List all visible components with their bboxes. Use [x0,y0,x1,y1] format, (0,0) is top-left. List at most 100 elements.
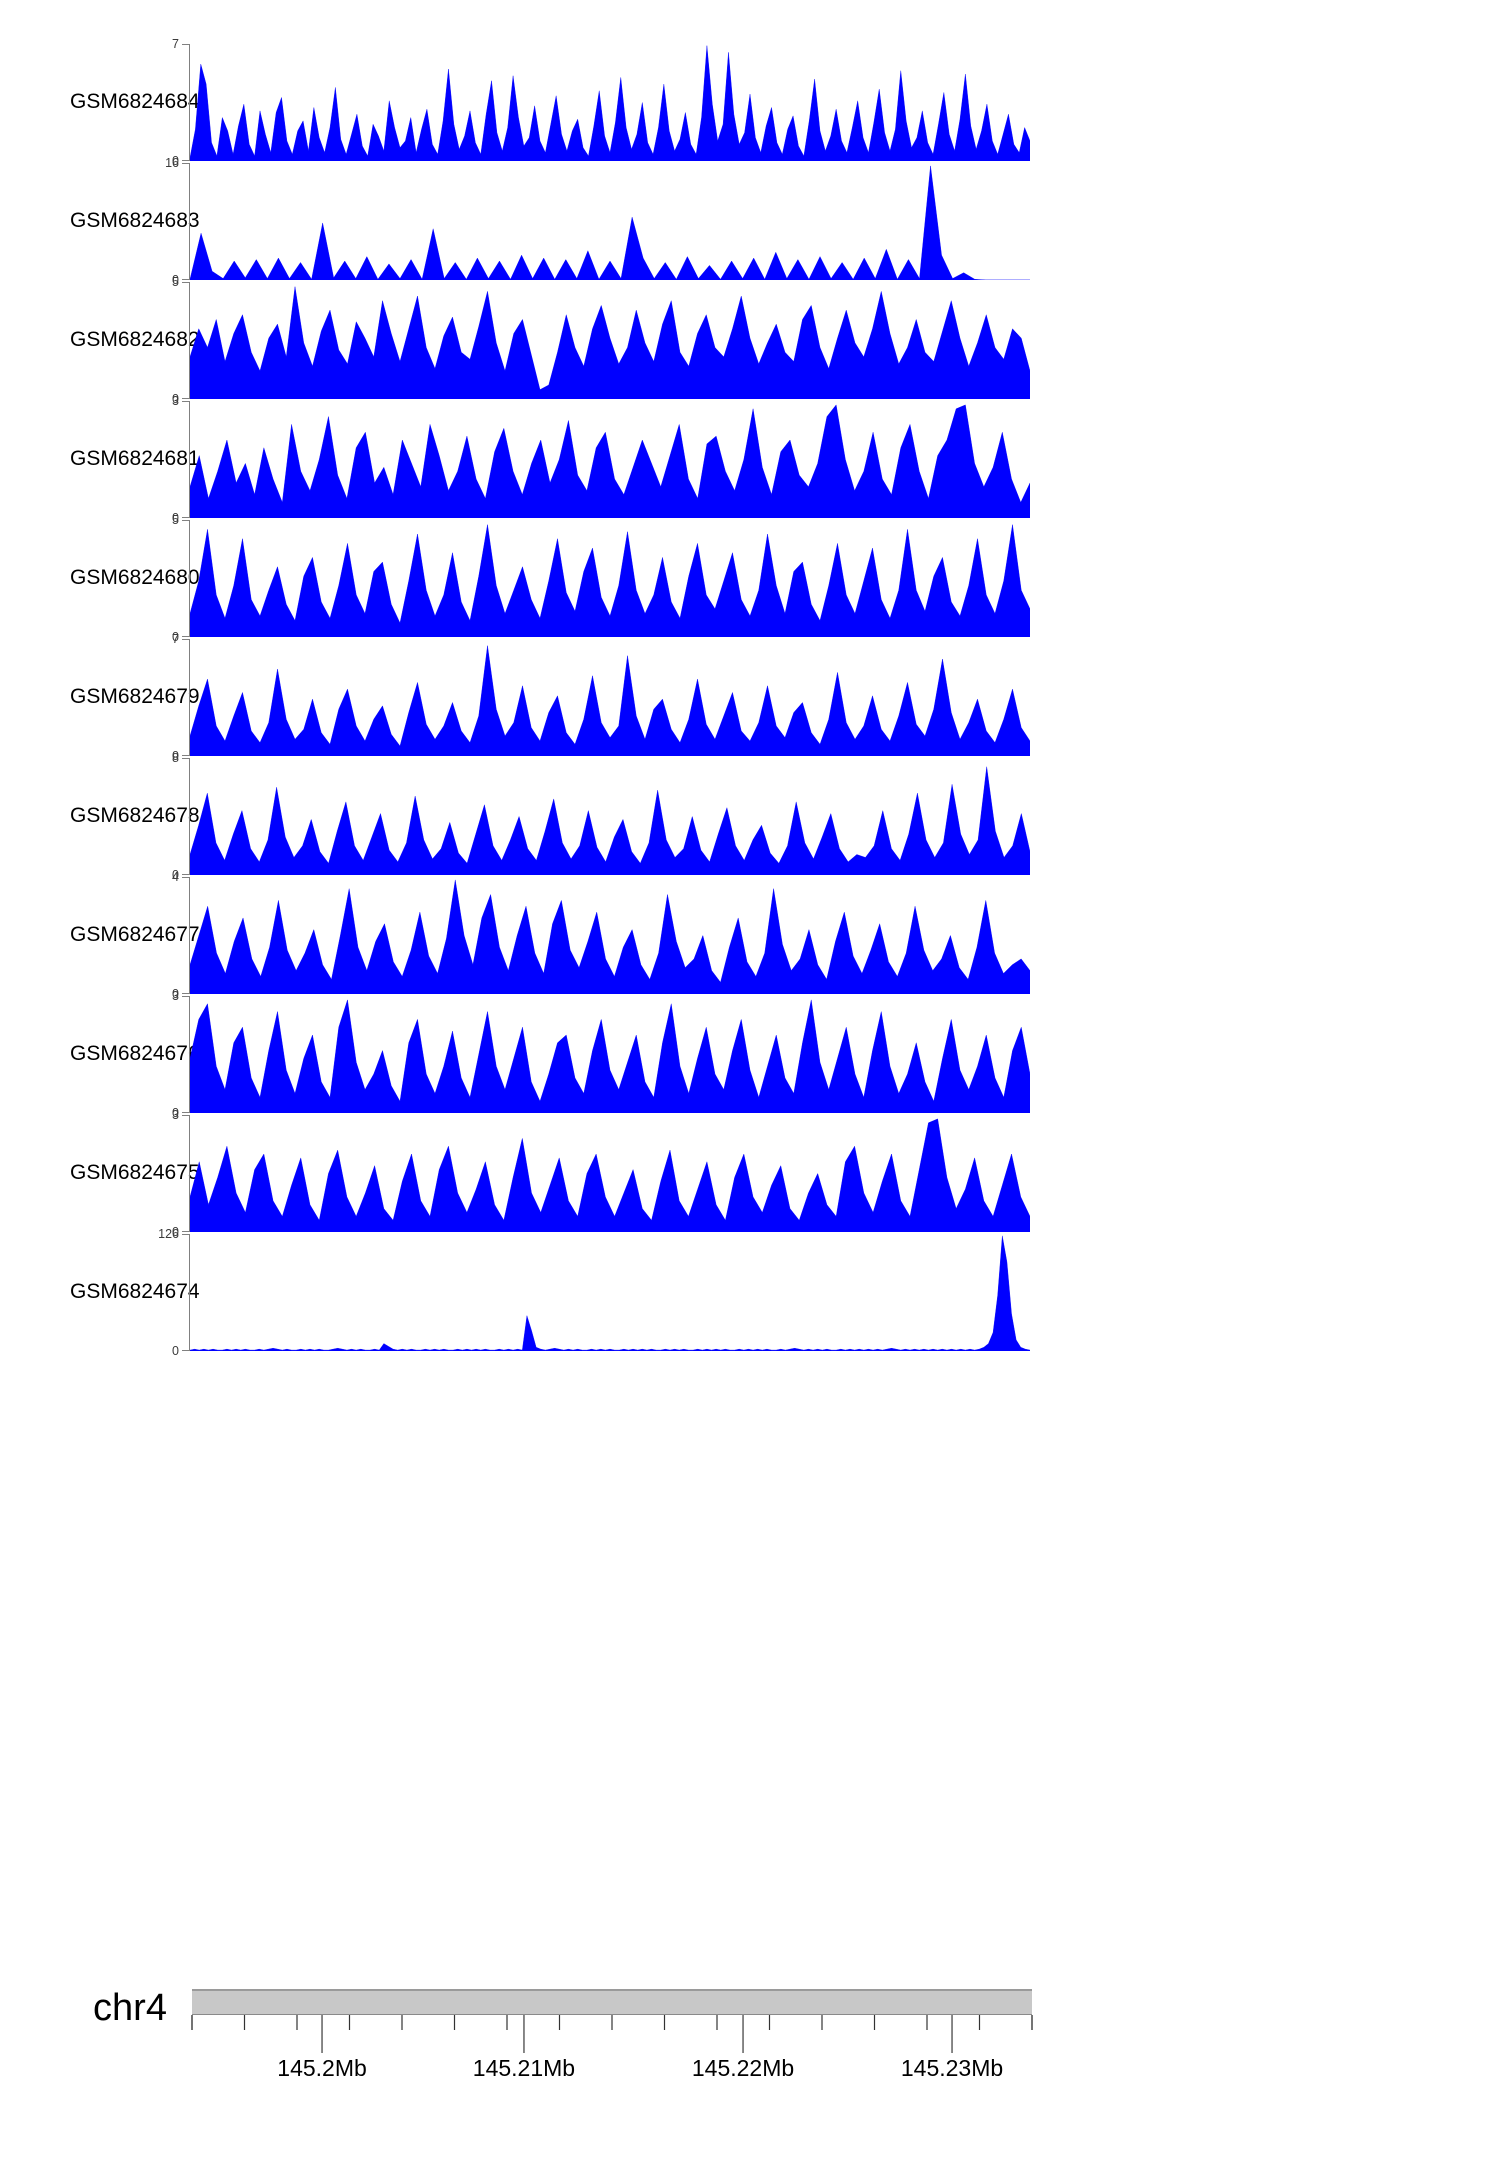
ideogram-bar[interactable] [192,1989,1032,2015]
y-axis-max-GSM6824679: 7 [172,632,179,646]
coverage-area-GSM6824674 [190,1235,1030,1351]
y-axis-tick-max [182,282,190,283]
y-axis-tick-max [182,401,190,402]
track-label-GSM6824678: GSM6824678 [70,803,200,827]
y-axis-tick-min [182,1231,190,1232]
y-axis-max-GSM6824683: 16 [165,156,179,170]
y-axis-tick-max [182,163,190,164]
y-axis-tick-max [182,996,190,997]
y-axis-tick-max [182,44,190,45]
y-axis-tick-max [182,877,190,878]
chromosome-ruler: chr4 145.2Mb 145.21Mb 145.22Mb 145.23Mb [0,1975,1500,2125]
y-axis-min-GSM6824680: 0 [172,629,179,644]
y-axis-max-GSM6824682: 5 [172,275,179,289]
y-axis-min-GSM6824681: 0 [172,510,179,525]
y-axis-line [189,996,190,1113]
coverage-area-GSM6824677 [190,879,1030,994]
y-axis-tick-min [182,636,190,637]
y-axis-max-GSM6824681: 3 [172,394,179,408]
track-label-GSM6824676: GSM6824676 [70,1041,200,1065]
track-GSM6824682[interactable]: GSM6824682 5 0 [0,276,1500,405]
y-axis-max-GSM6824677: 4 [172,870,179,884]
y-axis-line [189,282,190,399]
track-GSM6824684[interactable]: GSM6824684 7 0 [0,38,1500,167]
coverage-area-GSM6824679 [190,645,1030,756]
y-axis-tick-min [182,993,190,994]
y-axis-line [189,163,190,280]
y-axis-line [189,520,190,637]
y-axis-line [189,758,190,875]
track-GSM6824678[interactable]: GSM6824678 8 0 [0,752,1500,881]
track-GSM6824674[interactable]: GSM6824674 126 0 [0,1228,1500,1357]
coverage-area-GSM6824680 [190,524,1030,637]
ruler-tick-label-0: 145.2Mb [277,2055,367,2081]
y-axis-max-GSM6824676: 3 [172,989,179,1003]
coverage-area-GSM6824678 [190,766,1030,875]
track-GSM6824683[interactable]: GSM6824683 16 0 [0,157,1500,286]
track-label-GSM6824677: GSM6824677 [70,922,200,946]
ruler-tick-label-3: 145.23Mb [900,2055,1004,2081]
track-GSM6824679[interactable]: GSM6824679 7 0 [0,633,1500,762]
y-axis-tick-min [182,517,190,518]
ruler-tick-label-1: 145.21Mb [472,2055,576,2081]
coverage-area-GSM6824682 [190,286,1030,399]
y-axis-tick-min [182,1350,190,1351]
track-label-GSM6824682: GSM6824682 [70,327,200,351]
track-label-GSM6824679: GSM6824679 [70,684,200,708]
y-axis-line [189,877,190,994]
y-axis-tick-min [182,874,190,875]
track-GSM6824681[interactable]: GSM6824681 3 0 [0,395,1500,524]
y-axis-tick-min [182,160,190,161]
y-axis-tick-min [182,398,190,399]
coverage-area-GSM6824675 [190,1118,1030,1232]
y-axis-line [189,1115,190,1232]
y-axis-min-GSM6824675: 0 [172,1224,179,1239]
y-axis-GSM6824674: 126 0 [158,1228,190,1357]
plot-area-GSM6824683[interactable]: 16 0 [165,157,1030,286]
y-axis-min-GSM6824683: 0 [172,272,179,287]
track-label-GSM6824674: GSM6824674 [70,1279,200,1303]
track-GSM6824676[interactable]: GSM6824676 3 0 [0,990,1500,1119]
y-axis-tick-min [182,1112,190,1113]
track-GSM6824675[interactable]: GSM6824675 3 0 [0,1109,1500,1238]
ruler-ticks [191,2015,1033,2053]
plot-area-GSM6824674[interactable]: 126 0 [158,1228,1030,1357]
y-axis-line [189,44,190,161]
y-axis-max-GSM6824680: 5 [172,513,179,527]
y-axis-min-GSM6824679: 0 [172,748,179,763]
y-axis-line [189,401,190,518]
y-axis-tick-max [182,639,190,640]
y-axis-tick-max [182,1234,190,1235]
y-axis-max-GSM6824684: 7 [172,37,179,51]
coverage-area-GSM6824683 [190,165,1030,280]
coverage-area-GSM6824676 [190,999,1030,1113]
track-label-GSM6824680: GSM6824680 [70,565,200,589]
y-axis-min-GSM6824677: 0 [172,986,179,1001]
y-axis-max-GSM6824674: 126 [158,1227,179,1241]
y-axis-line [189,639,190,756]
track-GSM6824677[interactable]: GSM6824677 4 0 [0,871,1500,1000]
track-label-GSM6824681: GSM6824681 [70,446,200,470]
y-axis-GSM6824683: 16 0 [165,157,190,286]
track-GSM6824680[interactable]: GSM6824680 5 0 [0,514,1500,643]
ruler-tick-label-2: 145.22Mb [691,2055,795,2081]
track-label-GSM6824683: GSM6824683 [70,208,200,232]
y-axis-min-GSM6824674: 0 [172,1343,179,1358]
